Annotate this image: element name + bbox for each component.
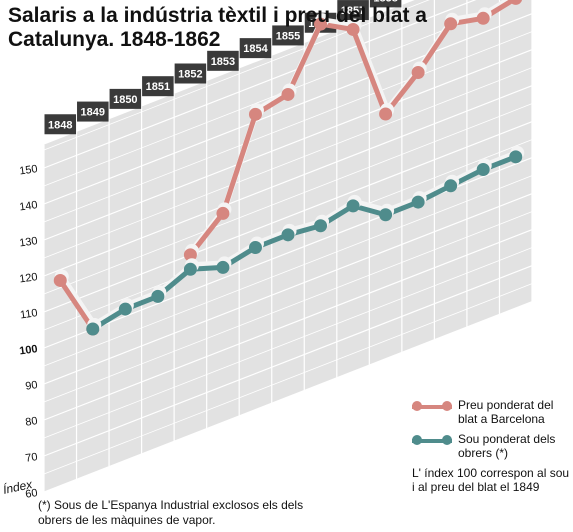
- y-tick-label: 90: [25, 379, 39, 393]
- year-header-band: 1848184918501851185218531854185518561857…: [44, 0, 402, 135]
- y-tick-label: 120: [19, 271, 39, 285]
- legend: Preu ponderat del blat a Barcelona Sou p…: [412, 398, 572, 494]
- grid-line-horizontal: [43, 121, 533, 313]
- grid-line-horizontal: [43, 283, 533, 475]
- grid-line-horizontal: [43, 301, 533, 493]
- x-tick-label: 1850: [113, 94, 137, 106]
- year-header-cell: [174, 63, 207, 84]
- y-tick-label: 140: [19, 199, 39, 213]
- grid-line-horizontal: [43, 265, 533, 457]
- data-point: [118, 302, 132, 316]
- data-point: [216, 206, 230, 220]
- y-tick-label: 60: [25, 487, 39, 501]
- y-tick-label: 150: [19, 163, 39, 177]
- footnote: (*) Sous de L'Espanya Industrial excloso…: [38, 498, 304, 527]
- legend-item-wheat: Preu ponderat del blat a Barcelona: [412, 398, 572, 426]
- data-point: [183, 248, 197, 262]
- year-header-cell: [142, 76, 174, 97]
- x-tick-label: 1855: [276, 30, 300, 42]
- y-tick-label: 130: [19, 235, 39, 249]
- y-tick-label: 80: [25, 415, 39, 429]
- y-tick-label: 70: [25, 451, 39, 465]
- grid-line-horizontal: [43, 103, 533, 295]
- grid-line-horizontal: [43, 247, 533, 439]
- series-line-shadow: [59, 274, 97, 327]
- plot-area: [44, 0, 532, 492]
- x-tick-label: 1857: [341, 5, 365, 17]
- series: [53, 0, 525, 336]
- y-axis: 60 70 80 90 100 110 120 130 140 150: [19, 163, 39, 501]
- year-header-cell: [77, 101, 109, 122]
- grid-line-horizontal: [43, 193, 533, 385]
- data-point: [444, 17, 458, 31]
- grid: [43, 0, 533, 493]
- x-tick-label: 1849: [81, 107, 105, 119]
- x-tick-label: 1852: [178, 69, 202, 81]
- grid-line-horizontal: [43, 31, 533, 223]
- data-point: [216, 260, 230, 274]
- series-line: [58, 279, 95, 331]
- data-point: [248, 241, 262, 255]
- data-point: [151, 289, 165, 303]
- data-point: [314, 17, 328, 31]
- data-point: [281, 87, 295, 101]
- data-point: [476, 11, 490, 25]
- grid-line-horizontal: [43, 67, 533, 259]
- data-point: [53, 273, 67, 287]
- data-point: [444, 179, 458, 193]
- grid-line-horizontal: [43, 13, 533, 205]
- year-header-cell: [239, 38, 272, 59]
- x-tick-label: 1853: [211, 56, 235, 68]
- year-header-cell: [109, 88, 142, 109]
- legend-swatch-wheat: [412, 401, 452, 411]
- grid-line-horizontal: [43, 85, 533, 277]
- data-point: [509, 150, 523, 164]
- data-point: [411, 65, 425, 79]
- legend-swatch-wages: [412, 435, 452, 445]
- grid-line-horizontal: [43, 175, 533, 367]
- y-axis-label: Índex: [2, 476, 35, 497]
- data-point: [379, 208, 393, 222]
- year-header-cell: [44, 114, 77, 135]
- x-tick-label: 1848: [48, 119, 72, 131]
- grid-line-horizontal: [43, 0, 430, 151]
- data-point: [476, 163, 490, 177]
- data-point: [346, 22, 360, 36]
- data-point: [314, 219, 328, 233]
- y-tick-label: 100: [19, 343, 39, 357]
- data-point: [248, 107, 262, 121]
- year-header-cell: [272, 25, 304, 46]
- x-tick-label: 1851: [146, 81, 170, 93]
- year-header-cell: [207, 50, 239, 71]
- data-point: [86, 322, 100, 336]
- data-point: [281, 228, 295, 242]
- chart-title: Salaris a la indústria tèxtil i preu del…: [8, 4, 427, 51]
- grid-line-horizontal: [43, 229, 533, 421]
- legend-note: L' índex 100 correspon al sou i al preu …: [412, 466, 570, 494]
- grid-line-horizontal: [43, 211, 533, 403]
- x-tick-label: 1854: [243, 43, 268, 55]
- data-point: [379, 107, 393, 121]
- data-point: [346, 199, 360, 213]
- grid-line-horizontal: [43, 0, 477, 169]
- y-tick-label: 110: [19, 307, 38, 321]
- legend-item-wages: Sou ponderat dels obrers (*): [412, 432, 572, 460]
- data-point: [411, 195, 425, 209]
- year-header-cell: [369, 0, 402, 8]
- legend-label-wheat: Preu ponderat del blat a Barcelona: [458, 398, 554, 426]
- year-header-cell: [337, 0, 369, 21]
- x-tick-label: 1858: [373, 0, 397, 4]
- legend-label-wages: Sou ponderat dels obrers (*): [458, 432, 556, 460]
- series-wages: [86, 145, 525, 336]
- grid-line-horizontal: [43, 49, 533, 241]
- data-point: [509, 0, 523, 5]
- data-point: [183, 262, 197, 276]
